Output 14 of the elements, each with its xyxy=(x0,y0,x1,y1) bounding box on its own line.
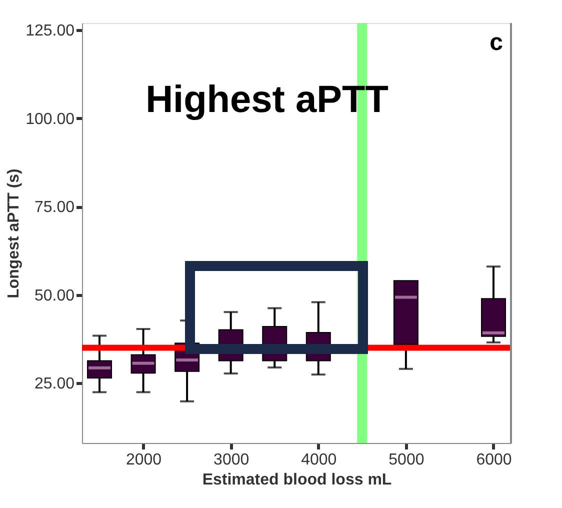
annotation: c xyxy=(490,29,503,56)
y-axis-title: Longest aPTT (s) xyxy=(6,168,23,298)
y-tick-label: 100.00 xyxy=(26,110,75,128)
x-tick-label: 6000 xyxy=(476,452,512,468)
x-tick-label: 4000 xyxy=(301,452,337,468)
y-tick-label: 75.00 xyxy=(34,199,75,216)
x-tick-label: 2000 xyxy=(126,452,162,468)
x-axis-title: Estimated blood loss mL xyxy=(202,472,392,488)
x-tick-label: 3000 xyxy=(214,452,250,468)
y-tick-label: 50.00 xyxy=(34,287,75,304)
x-tick-label: 5000 xyxy=(388,452,424,468)
y-tick-label: 125.00 xyxy=(26,22,75,40)
text: Highest aPTT xyxy=(146,79,388,121)
y-tick-label: 25.00 xyxy=(34,376,75,392)
